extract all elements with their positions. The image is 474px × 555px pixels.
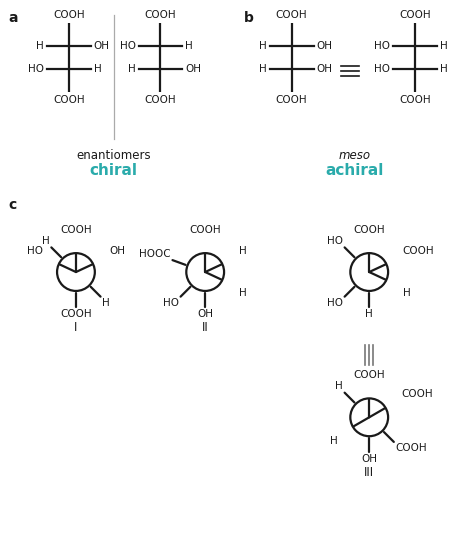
Text: HO: HO: [374, 41, 390, 51]
Text: HO: HO: [163, 298, 179, 308]
Text: H: H: [440, 64, 447, 74]
Text: OH: OH: [317, 41, 333, 51]
Text: meso: meso: [338, 149, 370, 162]
Text: H: H: [94, 64, 101, 74]
Text: COOH: COOH: [402, 246, 434, 256]
Text: OH: OH: [94, 41, 110, 51]
Text: c: c: [9, 198, 17, 213]
Text: H: H: [102, 298, 109, 308]
Text: COOH: COOH: [60, 225, 92, 235]
Text: H: H: [259, 64, 267, 74]
Text: HOOC: HOOC: [139, 249, 171, 259]
Text: OH: OH: [197, 309, 213, 319]
Text: H: H: [238, 287, 246, 297]
Text: COOH: COOH: [60, 309, 92, 319]
Text: H: H: [336, 381, 343, 391]
Text: H: H: [440, 41, 447, 51]
Text: HO: HO: [119, 41, 136, 51]
Text: H: H: [42, 236, 50, 246]
Text: H: H: [185, 41, 193, 51]
Text: a: a: [9, 11, 18, 26]
Text: H: H: [128, 64, 136, 74]
Text: COOH: COOH: [276, 11, 308, 21]
Text: chiral: chiral: [90, 163, 138, 178]
Text: COOH: COOH: [399, 95, 431, 105]
Text: COOH: COOH: [276, 95, 308, 105]
Text: achiral: achiral: [325, 163, 383, 178]
Text: H: H: [259, 41, 267, 51]
Text: OH: OH: [109, 246, 125, 256]
Text: COOH: COOH: [401, 389, 433, 399]
Text: b: b: [244, 11, 254, 26]
Text: H: H: [329, 436, 337, 446]
Text: COOH: COOH: [53, 95, 85, 105]
Text: COOH: COOH: [145, 11, 176, 21]
Text: COOH: COOH: [190, 225, 221, 235]
Text: HO: HO: [327, 298, 343, 308]
Text: OH: OH: [185, 64, 201, 74]
Text: OH: OH: [317, 64, 333, 74]
Text: COOH: COOH: [399, 11, 431, 21]
Text: HO: HO: [374, 64, 390, 74]
Text: COOH: COOH: [53, 11, 85, 21]
Text: COOH: COOH: [354, 225, 385, 235]
Text: III: III: [364, 466, 374, 479]
Text: OH: OH: [361, 454, 377, 464]
Text: enantiomers: enantiomers: [76, 149, 151, 162]
Text: COOH: COOH: [395, 443, 427, 453]
Text: H: H: [402, 287, 410, 297]
Text: HO: HO: [327, 236, 343, 246]
Text: H: H: [238, 246, 246, 256]
Text: HO: HO: [28, 64, 44, 74]
Text: COOH: COOH: [145, 95, 176, 105]
Text: H: H: [36, 41, 44, 51]
Text: HO: HO: [27, 246, 43, 256]
Text: H: H: [365, 309, 373, 319]
Text: I: I: [74, 321, 78, 334]
Text: II: II: [202, 321, 209, 334]
Text: COOH: COOH: [354, 371, 385, 381]
